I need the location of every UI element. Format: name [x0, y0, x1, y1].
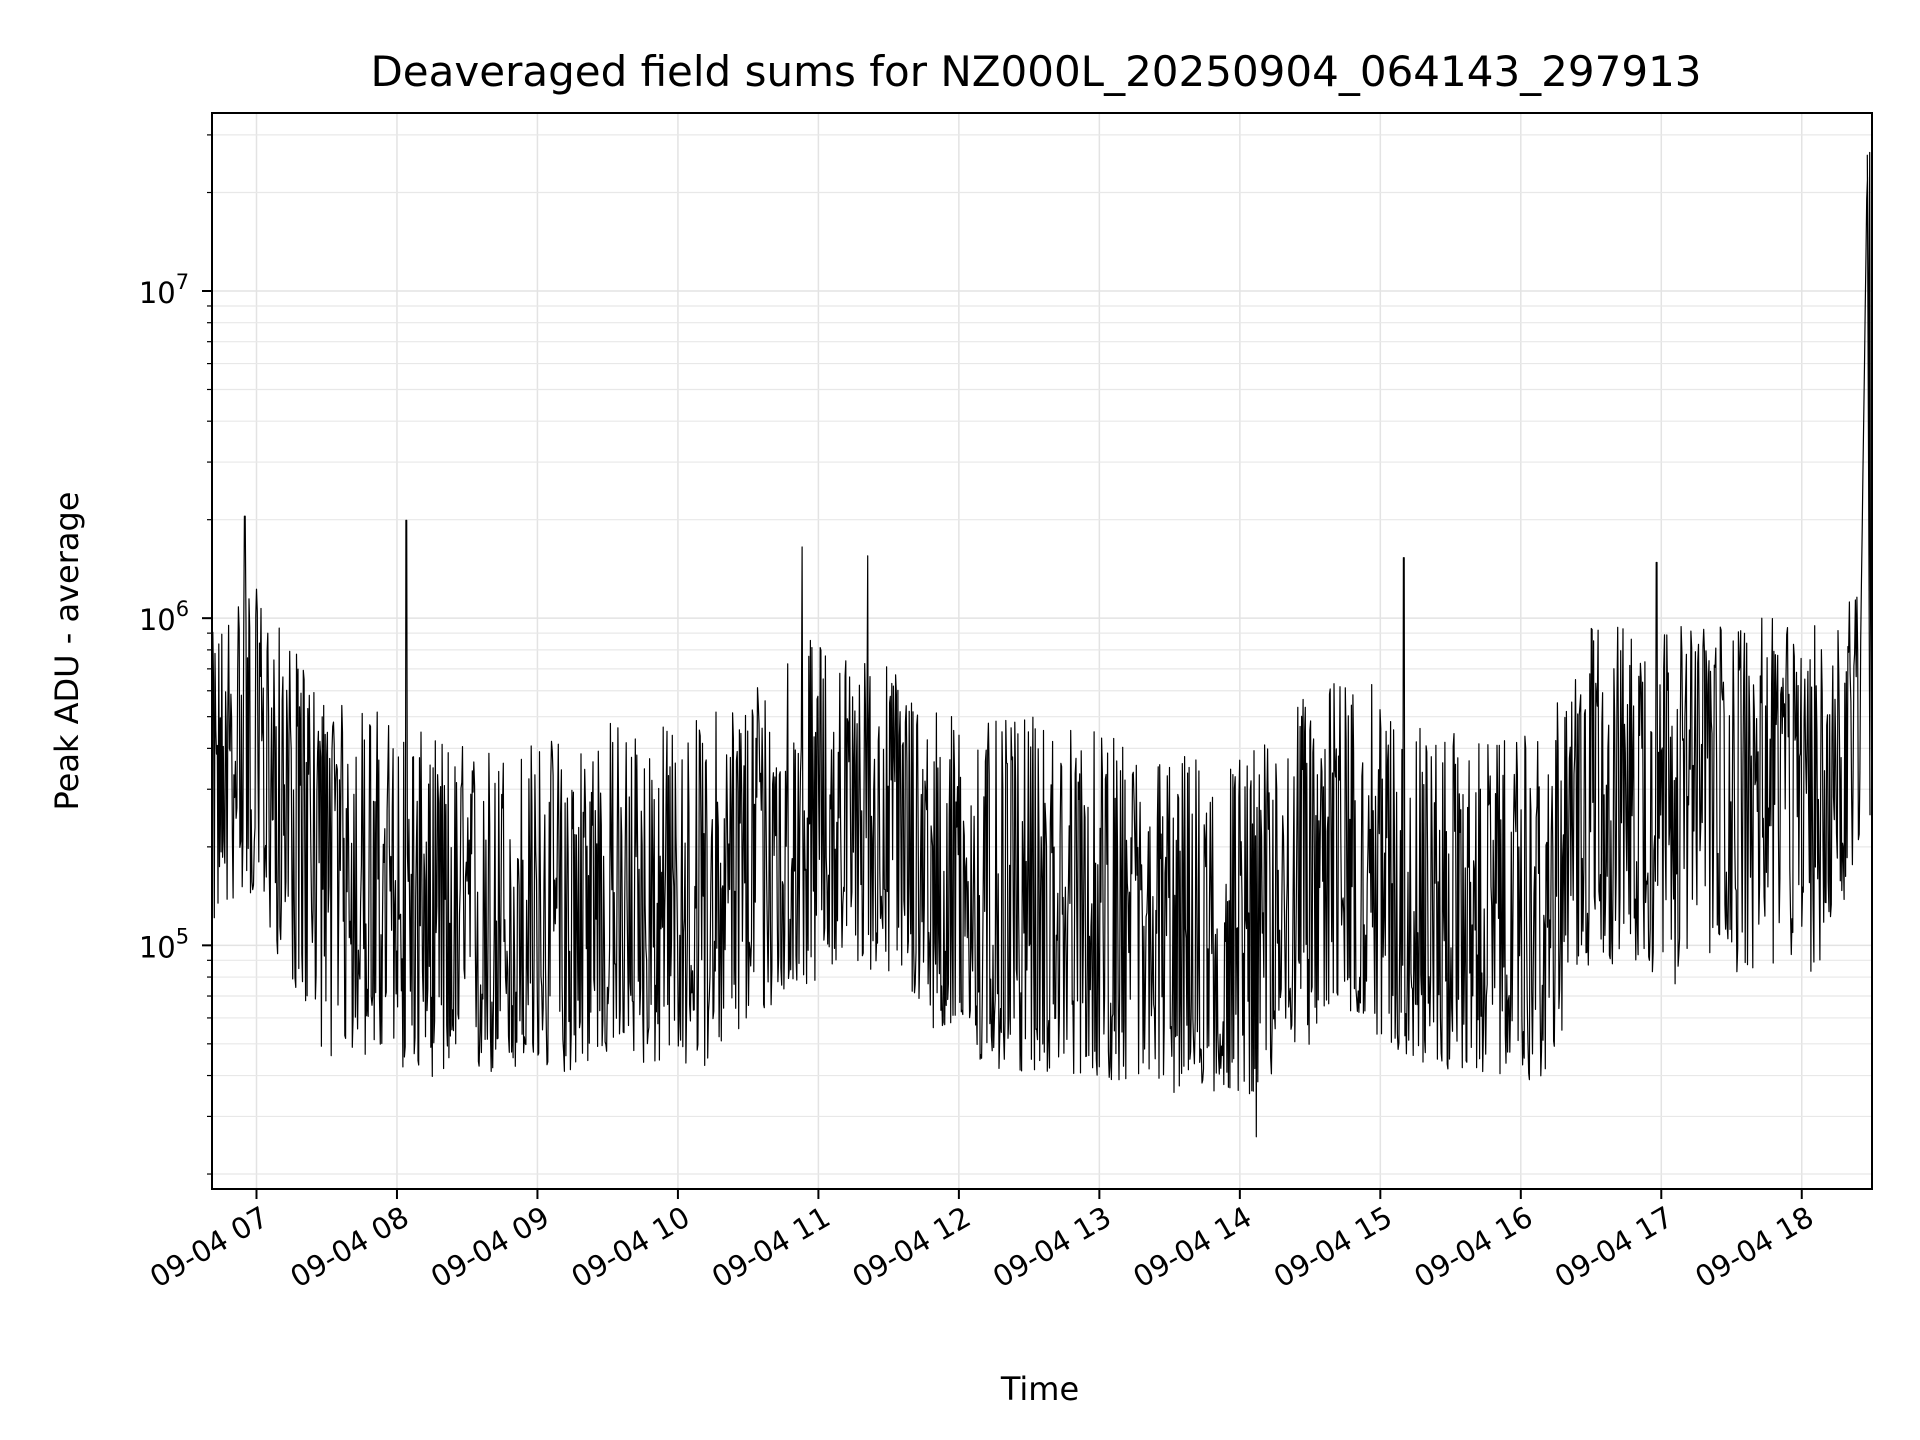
y-tick-label: 105 — [139, 924, 189, 964]
series-line — [211, 151, 1873, 1138]
plot-area — [211, 151, 1873, 1138]
y-tick-label: 107 — [139, 270, 189, 310]
grid-lines — [212, 113, 1872, 1189]
plot-frame — [211, 112, 1873, 1190]
chart-title: Deaveraged field sums for NZ000L_2025090… — [370, 47, 1701, 96]
y-axis-title: Peak ADU - average — [48, 492, 86, 811]
x-axis-title: Time — [1000, 1370, 1079, 1408]
y-axis: 105 106 107 — [139, 134, 212, 1175]
y-tick-label: 106 — [139, 597, 189, 637]
